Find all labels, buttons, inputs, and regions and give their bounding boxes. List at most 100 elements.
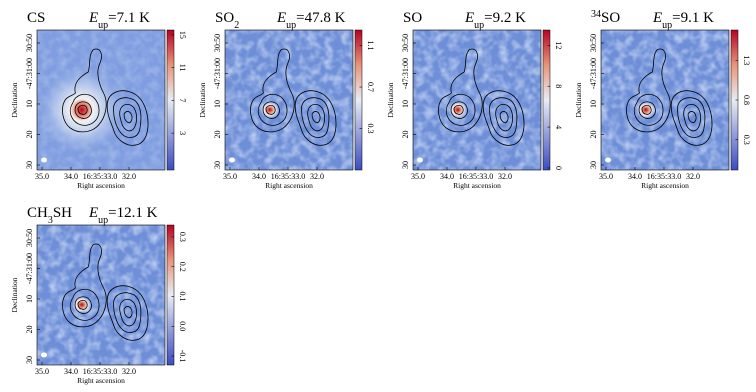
image xyxy=(225,30,353,170)
energy-value: =7.1 K xyxy=(108,10,150,26)
y-tick-label: 20 xyxy=(401,131,410,139)
energy-label: Eup=9.2 K xyxy=(464,10,526,31)
contour xyxy=(114,98,141,138)
x-tick-label: 35.0 xyxy=(35,172,49,181)
molecule-part: 34 xyxy=(591,9,601,20)
contours xyxy=(250,49,336,145)
contour xyxy=(496,104,513,131)
colorbar-tick-label: 8 xyxy=(554,84,563,88)
contour xyxy=(107,91,148,146)
emission-glow xyxy=(71,295,92,314)
frame xyxy=(412,29,542,171)
molecule-part: 2 xyxy=(234,20,239,31)
contour xyxy=(114,293,141,333)
y-tick-label: 30:50 xyxy=(25,229,34,247)
y-axis-label: Declination xyxy=(198,82,207,117)
contours xyxy=(626,49,712,145)
contour xyxy=(295,91,336,146)
y-axis-label: Declination xyxy=(10,277,19,312)
x-tick-label: 32.0 xyxy=(498,172,512,181)
y-tick-label: 20 xyxy=(589,131,598,139)
y-tick-label: -47:31:00 xyxy=(589,58,598,89)
colorbar-tick-label: 3 xyxy=(178,131,187,135)
colorbar-tick-label: 15 xyxy=(178,31,187,39)
x-tick-label: 32.0 xyxy=(122,367,136,376)
energy-value: =9.2 K xyxy=(484,10,526,26)
y-tick-label: 30 xyxy=(401,161,410,169)
y-tick-label: 30 xyxy=(25,356,34,364)
contour xyxy=(454,105,463,114)
molecule-part: SH xyxy=(53,205,72,221)
energy-sub: up xyxy=(286,20,296,31)
y-tick-label: 10 xyxy=(589,100,598,108)
image-noise xyxy=(601,30,729,170)
contour xyxy=(626,49,670,132)
molecule-part: CS xyxy=(27,10,45,26)
image-noise xyxy=(37,225,165,365)
contour xyxy=(446,94,475,125)
energy-symbol: E xyxy=(88,10,98,26)
contour xyxy=(107,286,148,341)
y-tick-label: 20 xyxy=(25,326,34,334)
energy-label: Eup=47.8 K xyxy=(276,10,346,31)
panel: SO2 Eup=47.8 K 35.0 34.0 16:35:33.0 32.0Right… xyxy=(198,10,375,190)
y-axis-label: Declination xyxy=(386,82,395,117)
y-tick-label: 30:50 xyxy=(25,34,34,52)
colorbar-tick-label: 0.3 xyxy=(366,124,375,134)
beam xyxy=(41,352,47,358)
x-tick-label: 34.0 xyxy=(628,172,642,181)
frame xyxy=(600,29,730,171)
y-tick-label: 30:50 xyxy=(401,34,410,52)
y-tick-label: -47:31:00 xyxy=(25,253,34,284)
frame xyxy=(36,29,166,171)
contour xyxy=(671,91,712,146)
contour xyxy=(120,104,137,131)
colorbar-tick-label: 0.7 xyxy=(366,82,375,92)
colorbar-tick-label: 11 xyxy=(178,64,187,72)
emission-glow xyxy=(447,100,468,119)
x-tick-label: 16:35:33.0 xyxy=(271,172,305,181)
y-tick-label: 20 xyxy=(25,131,34,139)
image xyxy=(601,30,729,170)
contour xyxy=(634,94,663,125)
energy-sub: up xyxy=(98,215,108,226)
energy-sub: up xyxy=(662,20,672,31)
emission-glow xyxy=(635,100,656,119)
colorbar-tick-label: 0.0 xyxy=(178,321,187,331)
energy-label: Eup=7.1 K xyxy=(88,10,150,31)
contours xyxy=(438,49,524,145)
colorbar xyxy=(354,29,363,171)
colorbar-tick-label: 4 xyxy=(554,125,563,129)
y-tick-label: 10 xyxy=(25,295,34,303)
colorbar-tick-label: 1.1 xyxy=(366,41,375,51)
panel-title: CH3SH xyxy=(27,205,72,226)
contour xyxy=(263,102,279,119)
contour xyxy=(78,300,87,309)
contour xyxy=(684,104,701,131)
contour xyxy=(70,289,99,320)
energy-label: Eup=9.1 K xyxy=(652,10,714,31)
panel: CH3SH Eup=12.1 K 35.0 34.0 16:35:33.0 32.0Rig… xyxy=(10,205,187,385)
contour xyxy=(642,105,651,114)
contour xyxy=(62,49,106,132)
x-tick-label: 35.0 xyxy=(35,367,49,376)
energy-value: =47.8 K xyxy=(296,10,345,26)
colorbar-tick-label: 12 xyxy=(554,41,563,49)
x-tick-label: 34.0 xyxy=(64,172,78,181)
contour xyxy=(120,299,137,326)
contour xyxy=(124,306,132,317)
frame xyxy=(36,224,166,366)
x-axis-label: Right ascension xyxy=(453,181,501,190)
x-tick-label: 34.0 xyxy=(252,172,266,181)
x-axis-label: Right ascension xyxy=(265,181,313,190)
energy-value: =9.1 K xyxy=(672,10,714,26)
energy-value: =12.1 K xyxy=(108,205,157,221)
contour xyxy=(312,111,320,122)
beam xyxy=(605,157,611,163)
panel-title: 34SO xyxy=(591,9,620,27)
molecule-part: 3 xyxy=(48,215,53,226)
y-tick-label: 30 xyxy=(25,161,34,169)
contour xyxy=(266,105,275,114)
energy-label: Eup=12.1 K xyxy=(88,205,158,226)
